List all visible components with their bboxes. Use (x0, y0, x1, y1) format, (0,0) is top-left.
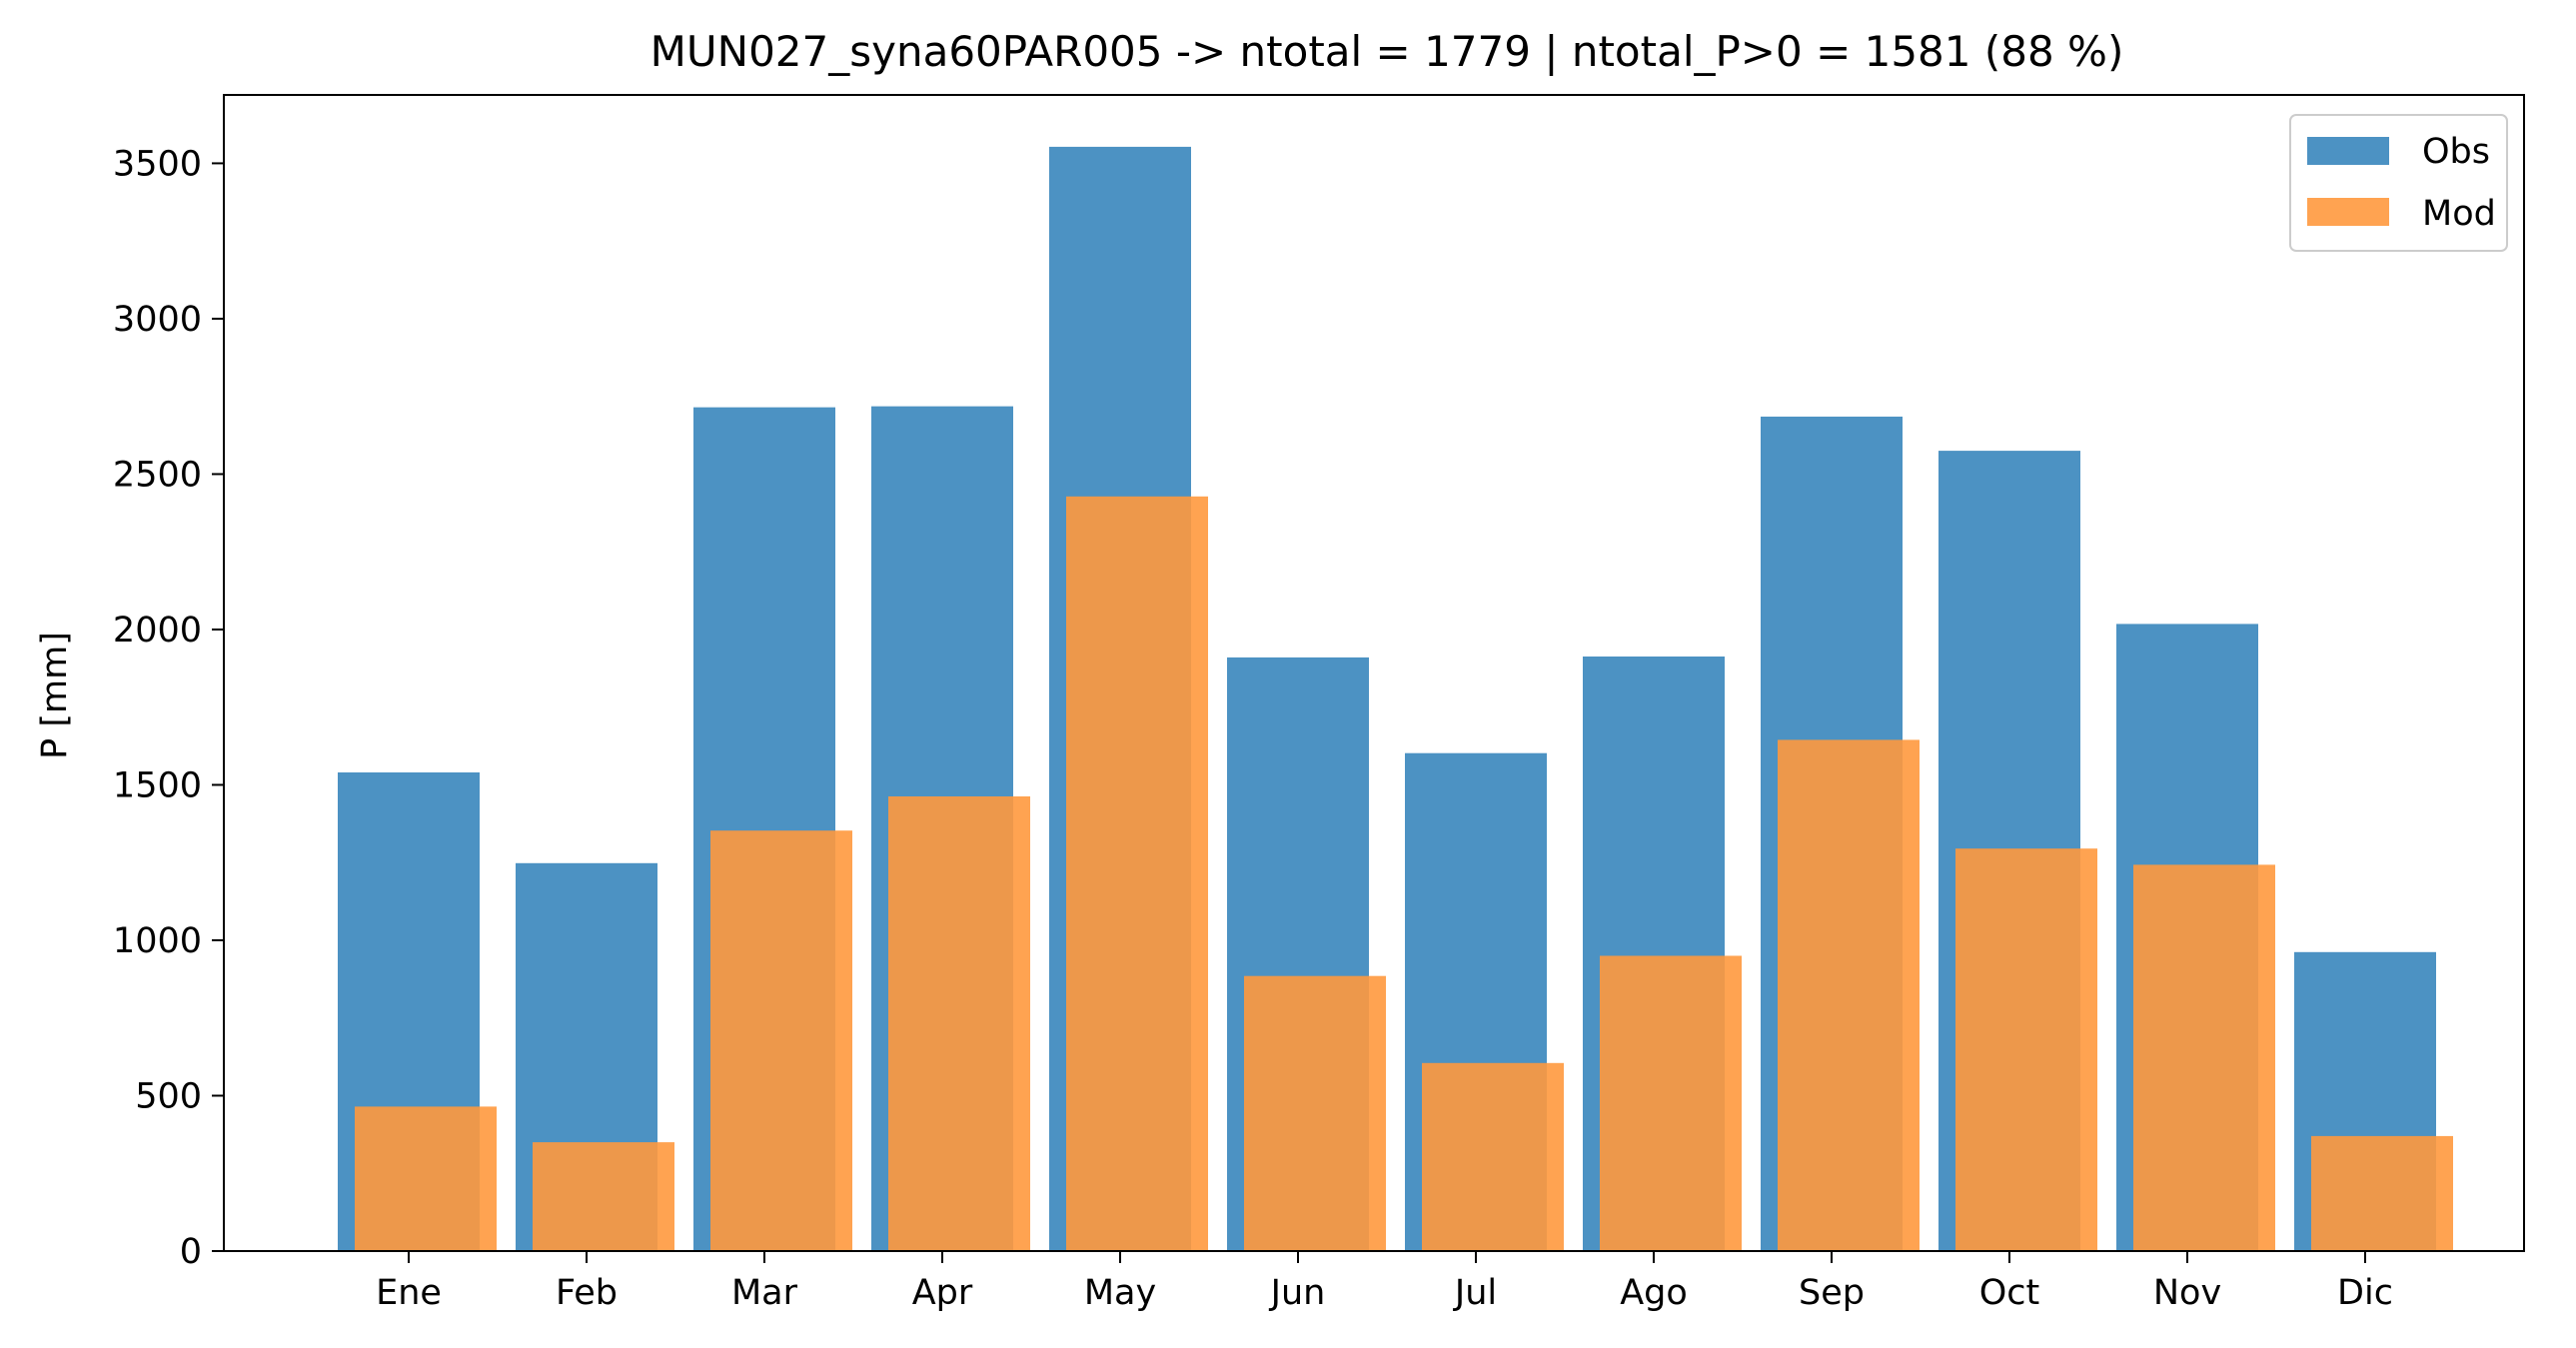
bar-mod-may (1066, 496, 1208, 1251)
bar-mod-ago (1600, 955, 1742, 1251)
ticks-group: Ene Feb Mar Apr May Jun Jul Ago Sep Oct Nov Dic 0 500… (113, 144, 2393, 1313)
bar-mod-feb (533, 1142, 674, 1251)
y-tick-label: 1500 (113, 765, 202, 805)
x-tick-label: Ago (1620, 1273, 1688, 1313)
bar-mod-dic (2311, 1135, 2453, 1251)
legend: Obs Mod (2289, 114, 2508, 252)
x-tick-label: May (1084, 1273, 1156, 1313)
chart-title: MUN027_syna60PAR005 -> ntotal = 1779 | n… (650, 27, 2124, 76)
x-tick-label: Dic (2337, 1273, 2393, 1313)
y-tick-label: 2000 (113, 611, 202, 651)
x-tick-label: Sep (1799, 1273, 1865, 1313)
plot-frame (223, 94, 2525, 1252)
bar-mod-ene (355, 1106, 497, 1251)
x-tick-label: Oct (1979, 1273, 2040, 1313)
y-tick-label: 0 (180, 1232, 202, 1272)
x-tick-label: Ene (376, 1273, 442, 1313)
y-tick-label: 3500 (113, 144, 202, 184)
bar-mod-jun (1244, 975, 1386, 1251)
legend-label-obs: Obs (2422, 132, 2490, 172)
x-tick-label: Mar (731, 1273, 798, 1313)
bar-mod-nov (2133, 864, 2275, 1251)
bar-mod-apr (888, 796, 1030, 1251)
legend-label-mod: Mod (2422, 194, 2496, 234)
x-tick-label: Apr (912, 1273, 973, 1313)
y-tick-label: 2500 (113, 455, 202, 495)
bar-mod-oct (1955, 848, 2097, 1251)
y-tick-label: 3000 (113, 300, 202, 340)
x-tick-label: Jun (1269, 1273, 1326, 1313)
bar-mod-mar (710, 830, 852, 1251)
legend-swatch-mod (2307, 198, 2389, 226)
bar-mod-jul (1422, 1062, 1564, 1251)
bar-mod-sep (1778, 739, 1920, 1251)
x-tick-label: Jul (1453, 1273, 1497, 1313)
y-tick-label: 500 (135, 1076, 202, 1116)
bars-group (338, 146, 2453, 1252)
x-tick-label: Feb (556, 1273, 618, 1313)
y-tick-label: 1000 (113, 921, 202, 961)
y-axis-label: P [mm] (35, 632, 75, 759)
legend-swatch-obs (2307, 137, 2389, 165)
x-tick-label: Nov (2153, 1273, 2221, 1313)
